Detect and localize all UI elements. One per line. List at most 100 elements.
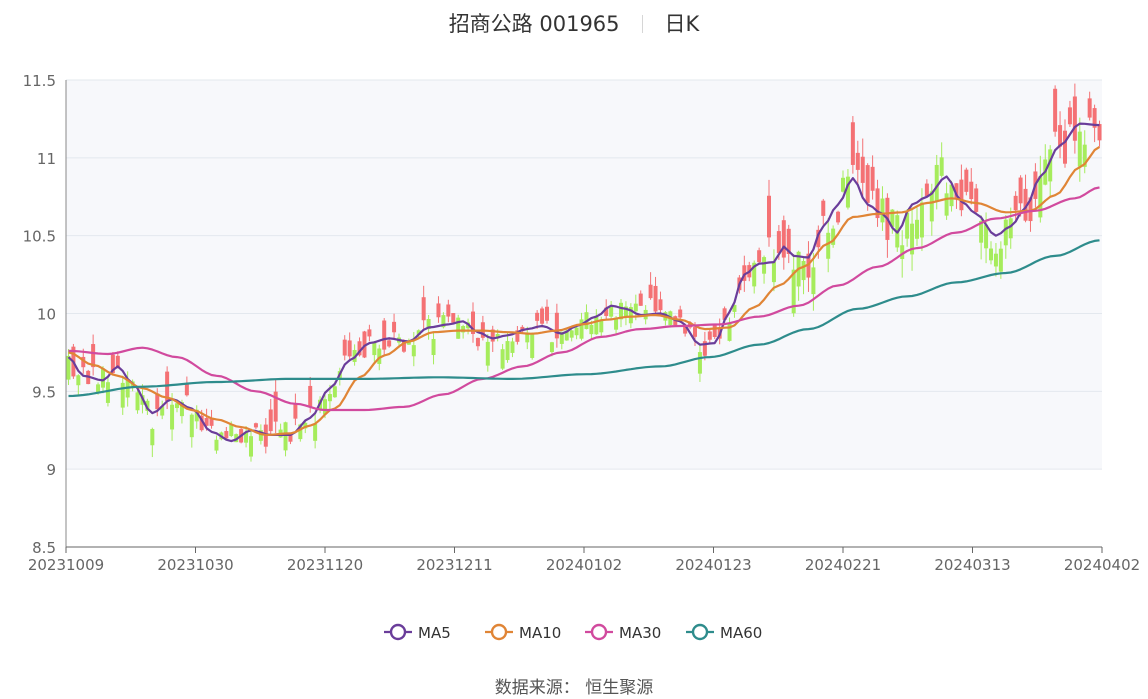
candle-body bbox=[875, 188, 880, 219]
x-tick-label: 20231009 bbox=[28, 556, 104, 574]
kline-chart: 8.5 9 9.5 10 10.5 11 11.5 20231009 20231030 20231… bbox=[23, 72, 1141, 642]
candle-body bbox=[406, 340, 411, 345]
candle-body bbox=[110, 354, 115, 374]
candle-body bbox=[253, 423, 258, 428]
candle-body bbox=[372, 342, 377, 356]
candle-body bbox=[1072, 96, 1077, 141]
candle-body bbox=[939, 157, 944, 176]
data-source: 数据来源： 恒生聚源 bbox=[494, 678, 654, 698]
candle-body bbox=[189, 414, 194, 438]
candle-body bbox=[732, 304, 737, 312]
candle-body bbox=[969, 181, 974, 200]
candle-body bbox=[332, 386, 337, 398]
candle-body bbox=[495, 334, 500, 338]
candle-body bbox=[515, 330, 520, 342]
candle-body bbox=[382, 320, 387, 350]
candle-body bbox=[184, 383, 189, 396]
y-tick-label: 9.5 bbox=[32, 383, 56, 401]
x-tick-label: 20240102 bbox=[546, 556, 622, 574]
candle-body bbox=[1058, 125, 1063, 147]
candle-body bbox=[456, 317, 461, 339]
candle-body bbox=[367, 329, 372, 337]
candle-body bbox=[1048, 149, 1053, 182]
legend-marker-ma10 bbox=[490, 623, 508, 641]
candle-body bbox=[471, 311, 475, 334]
candle-body bbox=[609, 306, 614, 317]
x-tick-label: 20231030 bbox=[157, 556, 233, 574]
candle-body bbox=[623, 306, 628, 317]
candle-body bbox=[865, 165, 870, 203]
period-label[interactable]: 日K bbox=[664, 12, 700, 36]
candle-body bbox=[910, 223, 915, 255]
legend-label-ma30[interactable]: MA30 bbox=[619, 624, 661, 642]
candle-body bbox=[826, 232, 831, 259]
candle-body bbox=[678, 309, 683, 318]
candle-body bbox=[638, 293, 643, 306]
candle-body bbox=[76, 375, 81, 386]
candle-body bbox=[707, 331, 712, 340]
legend-label-ma10[interactable]: MA10 bbox=[519, 624, 561, 642]
candle-body bbox=[648, 284, 653, 299]
candle-body bbox=[1067, 107, 1072, 125]
candle-body bbox=[589, 324, 594, 335]
candle-body bbox=[628, 307, 633, 324]
candle-body bbox=[821, 200, 826, 216]
candle-body bbox=[633, 303, 638, 312]
candle-body bbox=[880, 198, 885, 223]
candle-body bbox=[949, 184, 954, 207]
candle-body bbox=[845, 176, 850, 208]
candle-body bbox=[658, 299, 663, 311]
candle-body bbox=[944, 193, 949, 216]
candle-body bbox=[554, 312, 559, 339]
y-tick-label: 10 bbox=[37, 306, 56, 324]
candle-body bbox=[224, 431, 229, 439]
y-tick-label: 10.5 bbox=[23, 228, 56, 246]
candle-body bbox=[170, 404, 175, 430]
candle-body bbox=[781, 220, 786, 258]
candle-body bbox=[934, 164, 939, 202]
candle-body bbox=[816, 229, 821, 248]
candle-body bbox=[416, 330, 421, 335]
candle-body bbox=[308, 385, 313, 408]
candle-body bbox=[1028, 197, 1033, 222]
legend-label-ma60[interactable]: MA60 bbox=[720, 624, 762, 642]
candle-body bbox=[919, 202, 924, 238]
candle-body bbox=[175, 403, 179, 409]
candle-body bbox=[298, 424, 303, 440]
candle-body bbox=[1092, 108, 1097, 128]
candle-body bbox=[1077, 131, 1082, 167]
candle-body bbox=[574, 327, 579, 336]
legend-label-ma5[interactable]: MA5 bbox=[418, 624, 451, 642]
candle-body bbox=[101, 368, 105, 388]
x-tick-label: 20240123 bbox=[675, 556, 751, 574]
candle-body bbox=[929, 191, 934, 222]
y-tick-label: 9 bbox=[46, 461, 56, 479]
plot-background bbox=[66, 80, 1102, 470]
x-tick-label: 20240221 bbox=[805, 556, 881, 574]
x-tick-label: 20231120 bbox=[287, 556, 363, 574]
candle-body bbox=[811, 267, 816, 295]
candle-body bbox=[998, 248, 1003, 272]
candle-body bbox=[1097, 124, 1102, 141]
candle-body bbox=[762, 257, 767, 274]
candle-body bbox=[1063, 130, 1067, 164]
candle-body bbox=[801, 260, 806, 281]
candle-body bbox=[979, 220, 984, 243]
candle-body bbox=[984, 224, 989, 249]
candle-body bbox=[377, 348, 382, 364]
candle-body bbox=[890, 209, 895, 227]
candle-body bbox=[791, 269, 796, 314]
candle-body bbox=[776, 231, 781, 254]
candle-body bbox=[214, 439, 219, 451]
x-tick-label: 20240402 bbox=[1064, 556, 1140, 574]
candle-body bbox=[757, 250, 762, 263]
y-tick-label: 11.5 bbox=[23, 72, 56, 90]
candle-body bbox=[485, 341, 490, 366]
candle-body bbox=[619, 302, 623, 320]
candle-body bbox=[327, 394, 332, 402]
candle-body bbox=[283, 422, 288, 451]
candle-body bbox=[155, 393, 160, 410]
candle-body bbox=[693, 327, 697, 337]
candle-body bbox=[446, 304, 451, 317]
